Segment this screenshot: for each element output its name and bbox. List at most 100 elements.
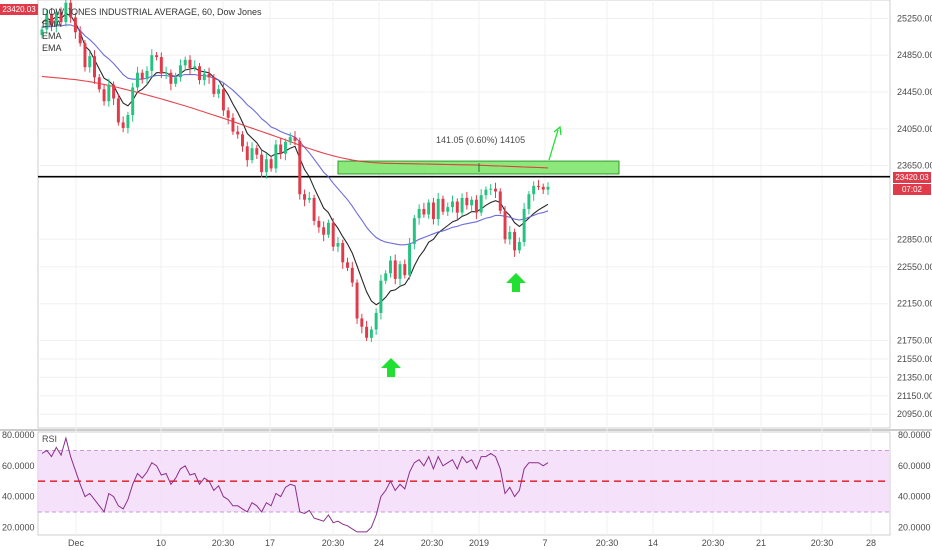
- rsi-line: [41, 436, 549, 533]
- candle-body: [164, 72, 168, 74]
- candle-body: [498, 191, 502, 211]
- ema-lines: [41, 13, 549, 306]
- candle-body: [183, 59, 187, 66]
- candle-body: [298, 140, 302, 195]
- rsi-y-tick-right: 20.0000: [898, 522, 931, 532]
- candle-body: [436, 198, 440, 220]
- rsi-panel: [38, 436, 890, 533]
- candle-body: [107, 84, 111, 102]
- candle-body: [169, 72, 173, 84]
- candle-body: [112, 84, 116, 99]
- x-tick-label: 20:30: [421, 538, 444, 548]
- candle-body: [522, 208, 526, 243]
- candle-body: [102, 89, 106, 102]
- candle-body: [346, 262, 349, 268]
- candle-body: [283, 141, 287, 154]
- price-tag-value: 23420.03: [893, 172, 931, 183]
- candle-body: [293, 137, 297, 141]
- candle-body: [398, 264, 402, 279]
- y-tick-label: 24850.00: [897, 50, 932, 60]
- candle-body: [494, 188, 497, 192]
- x-tick-label: 24: [374, 538, 384, 548]
- candle-body: [341, 242, 345, 263]
- candle-body: [546, 186, 550, 190]
- candle-body: [303, 194, 307, 200]
- candle-body: [241, 134, 244, 147]
- candle-body: [408, 243, 412, 276]
- rsi-y-tick-right: 40.0000: [898, 492, 931, 502]
- candle-body: [188, 59, 192, 69]
- candle-body: [355, 282, 359, 319]
- candle-body: [78, 32, 82, 44]
- candle-body: [50, 13, 54, 26]
- x-tick-label: 20:30: [811, 538, 834, 548]
- candle-body: [245, 146, 249, 161]
- candle-body: [460, 197, 464, 213]
- y-tick-label: 22550.00: [897, 262, 932, 272]
- candle-body: [54, 11, 58, 26]
- candle-body: [88, 56, 92, 68]
- study-ema-3[interactable]: EMA: [42, 43, 62, 53]
- rsi-y-tick-right: 80.0000: [898, 430, 931, 440]
- candle-body: [322, 227, 326, 235]
- x-tick-label: 20:30: [322, 538, 345, 548]
- x-tick-label: 17: [265, 538, 275, 548]
- candle-body: [379, 280, 383, 313]
- candle-body: [513, 231, 517, 251]
- candle-body: [369, 329, 373, 338]
- candle-body: [403, 264, 407, 276]
- candle-body: [384, 273, 388, 281]
- ema-line-1: [41, 13, 549, 306]
- candle-body: [489, 188, 493, 190]
- left-price-tag-value: 23420.03: [0, 4, 38, 15]
- x-tick-label: 10: [156, 538, 166, 548]
- candle-body: [116, 98, 120, 123]
- x-tick-label: 28: [866, 538, 876, 548]
- candle-body: [536, 185, 540, 187]
- candle-body: [474, 199, 478, 213]
- x-tick-label: Dec: [68, 538, 85, 548]
- candle-body: [97, 77, 101, 90]
- candle-body: [365, 326, 369, 338]
- rsi-y-tick-right: 60.0000: [898, 461, 931, 471]
- study-ema-2[interactable]: EMA: [42, 31, 62, 41]
- candle-body: [336, 242, 340, 247]
- candle-body: [393, 260, 397, 279]
- candle-body: [178, 65, 182, 78]
- candle-body: [317, 220, 321, 228]
- candle-body: [121, 122, 125, 128]
- y-tick-label: 24450.00: [897, 87, 932, 97]
- rsi-y-tick-left: 80.0000: [2, 430, 35, 440]
- candle-body: [422, 208, 426, 215]
- candle-body: [264, 159, 268, 173]
- candle-body: [388, 260, 392, 274]
- candle-body: [45, 13, 49, 30]
- candle-body: [274, 144, 278, 169]
- target-zone-layer: [38, 160, 890, 178]
- y-tick-label: 25250.00: [897, 13, 932, 23]
- chart-legend: DOW JONES INDUSTRIAL AVERAGE, 60, Dow Jo…: [42, 6, 262, 54]
- y-tick-label: 20950.00: [897, 409, 932, 419]
- candle-body: [331, 222, 335, 247]
- measure-label: 141.05 (0.60%) 14105: [436, 135, 525, 145]
- candle-body: [451, 201, 455, 208]
- candle-body: [150, 55, 154, 71]
- rsi-y-tick-left: 20.0000: [2, 522, 35, 532]
- candle-body: [441, 198, 445, 212]
- rsi-y-tick-left: 40.0000: [2, 492, 35, 502]
- candle-body: [226, 110, 230, 118]
- study-ema-1[interactable]: EMA: [42, 19, 62, 29]
- candles: [40, 0, 550, 343]
- candle-body: [40, 29, 44, 35]
- candle-body: [269, 159, 273, 169]
- candle-body: [159, 57, 163, 74]
- candle-body: [202, 73, 206, 81]
- candle-body: [69, 2, 73, 18]
- candle-body: [360, 318, 364, 327]
- candle-body: [140, 72, 144, 80]
- candle-body: [93, 56, 96, 78]
- chart-title[interactable]: DOW JONES INDUSTRIAL AVERAGE, 60, Dow Jo…: [42, 7, 262, 17]
- candle-body: [431, 202, 435, 220]
- y-tick-label: 22150.00: [897, 299, 932, 309]
